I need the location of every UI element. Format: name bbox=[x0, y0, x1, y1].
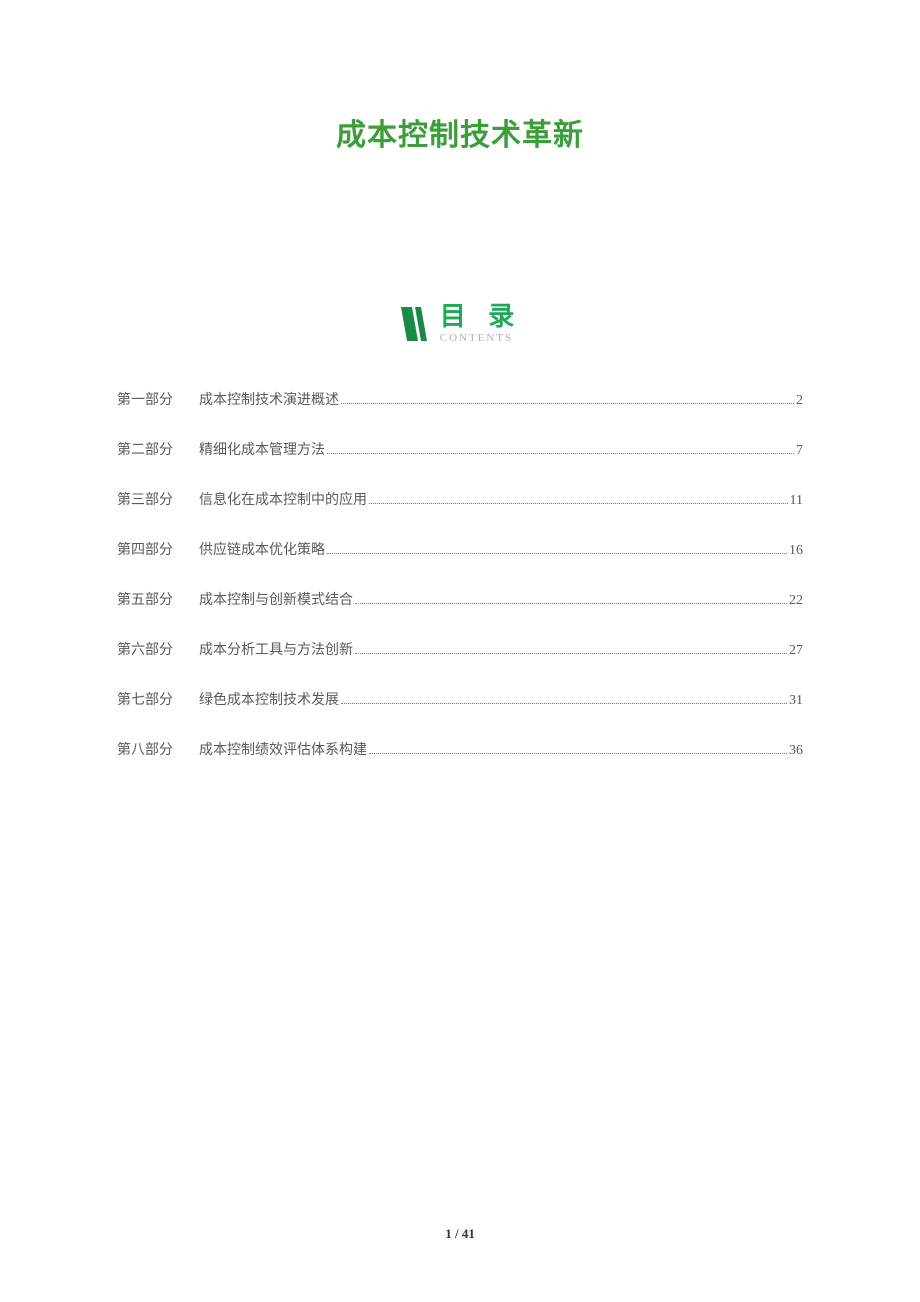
toc-leader-dots bbox=[341, 703, 787, 704]
document-page: 成本控制技术革新 目 录 CONTENTS 第一部分 成本控制技术演进概述 2 … bbox=[0, 0, 920, 1302]
toc-page-number: 31 bbox=[789, 693, 803, 709]
document-title: 成本控制技术革新 bbox=[115, 110, 805, 154]
toc-page-number: 11 bbox=[790, 493, 803, 509]
toc-leader-dots bbox=[341, 403, 794, 404]
toc-part-label: 第五部分 bbox=[117, 589, 199, 609]
toc-part-label: 第六部分 bbox=[117, 639, 199, 659]
toc-page-number: 27 bbox=[789, 643, 803, 659]
toc-chapter-title: 供应链成本优化策略 bbox=[199, 539, 325, 559]
toc-row[interactable]: 第六部分 成本分析工具与方法创新 27 bbox=[117, 639, 803, 659]
toc-leader-dots bbox=[369, 753, 787, 754]
toc-chapter-title: 绿色成本控制技术发展 bbox=[199, 689, 339, 709]
toc-chapter-title: 成本控制技术演进概述 bbox=[199, 389, 339, 409]
toc-page-number: 16 bbox=[789, 543, 803, 559]
toc-part-label: 第四部分 bbox=[117, 539, 199, 559]
toc-part-label: 第三部分 bbox=[117, 489, 199, 509]
toc-page-number: 36 bbox=[789, 743, 803, 759]
toc-page-number: 7 bbox=[796, 443, 803, 459]
toc-part-label: 第二部分 bbox=[117, 439, 199, 459]
page-footer: 1 / 41 bbox=[0, 1226, 920, 1242]
toc-leader-dots bbox=[355, 653, 787, 654]
toc-row[interactable]: 第八部分 成本控制绩效评估体系构建 36 bbox=[117, 739, 803, 759]
toc-chapter-title: 成本控制绩效评估体系构建 bbox=[199, 739, 367, 759]
toc-subtitle: CONTENTS bbox=[440, 332, 513, 344]
toc-row[interactable]: 第七部分 绿色成本控制技术发展 31 bbox=[117, 689, 803, 709]
toc-page-number: 2 bbox=[796, 393, 803, 409]
toc-row[interactable]: 第二部分 精细化成本管理方法 7 bbox=[117, 439, 803, 459]
toc-chapter-title: 成本分析工具与方法创新 bbox=[199, 639, 353, 659]
toc-row[interactable]: 第一部分 成本控制技术演进概述 2 bbox=[117, 389, 803, 409]
toc-leader-dots bbox=[355, 603, 787, 604]
toc-row[interactable]: 第三部分 信息化在成本控制中的应用 11 bbox=[117, 489, 803, 509]
toc-part-label: 第一部分 bbox=[117, 389, 199, 409]
toc-icon bbox=[398, 305, 430, 343]
toc-title-wrap: 目 录 CONTENTS bbox=[440, 304, 523, 344]
toc-header: 目 录 CONTENTS bbox=[115, 304, 805, 344]
toc-leader-dots bbox=[369, 503, 788, 504]
toc-part-label: 第七部分 bbox=[117, 689, 199, 709]
page-separator: / bbox=[452, 1226, 462, 1241]
toc-chapter-title: 信息化在成本控制中的应用 bbox=[199, 489, 367, 509]
toc-part-label: 第八部分 bbox=[117, 739, 199, 759]
toc-list: 第一部分 成本控制技术演进概述 2 第二部分 精细化成本管理方法 7 第三部分 … bbox=[115, 389, 805, 759]
total-pages: 41 bbox=[462, 1226, 475, 1241]
toc-chapter-title: 精细化成本管理方法 bbox=[199, 439, 325, 459]
toc-row[interactable]: 第五部分 成本控制与创新模式结合 22 bbox=[117, 589, 803, 609]
toc-page-number: 22 bbox=[789, 593, 803, 609]
toc-row[interactable]: 第四部分 供应链成本优化策略 16 bbox=[117, 539, 803, 559]
toc-chapter-title: 成本控制与创新模式结合 bbox=[199, 589, 353, 609]
toc-heading: 目 录 bbox=[440, 304, 523, 330]
toc-leader-dots bbox=[327, 453, 794, 454]
toc-leader-dots bbox=[327, 553, 787, 554]
